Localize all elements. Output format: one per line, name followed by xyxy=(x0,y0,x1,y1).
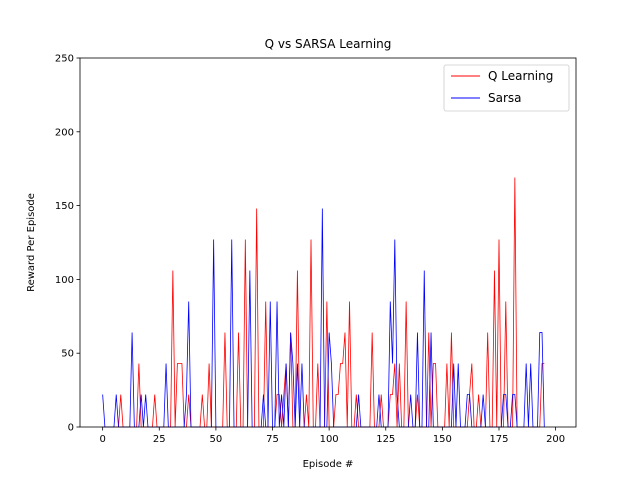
y-tick-label: 100 xyxy=(55,275,74,286)
x-axis-label: Episode # xyxy=(303,459,354,470)
legend-label-q-learning: Q Learning xyxy=(488,69,553,83)
plot-frame xyxy=(79,57,577,428)
legend-label-sarsa: Sarsa xyxy=(488,91,522,105)
x-tick-label: 75 xyxy=(266,434,279,445)
y-tick-label: 50 xyxy=(61,349,74,360)
x-tick-label: 175 xyxy=(489,434,508,445)
y-tick-label: 250 xyxy=(55,54,74,65)
x-tick-label: 25 xyxy=(153,434,166,445)
y-axis-label: Reward Per Episode xyxy=(26,193,37,292)
x-tick-label: 125 xyxy=(376,434,395,445)
legend: Q Learning Sarsa xyxy=(443,64,570,112)
y-tick-label: 200 xyxy=(55,127,74,138)
y-tick-label: 0 xyxy=(68,423,74,434)
x-tick-label: 0 xyxy=(99,434,105,445)
y-tick-label: 150 xyxy=(55,201,74,212)
x-tick-label: 200 xyxy=(546,434,565,445)
x-axis: 0 25 50 75 100 125 150 175 200 xyxy=(99,427,565,445)
chart-title: Q vs SARSA Learning xyxy=(265,37,392,51)
x-tick-label: 50 xyxy=(210,434,223,445)
x-tick-label: 150 xyxy=(433,434,452,445)
y-axis: 0 50 100 150 200 250 xyxy=(55,54,80,434)
x-tick-label: 100 xyxy=(320,434,339,445)
